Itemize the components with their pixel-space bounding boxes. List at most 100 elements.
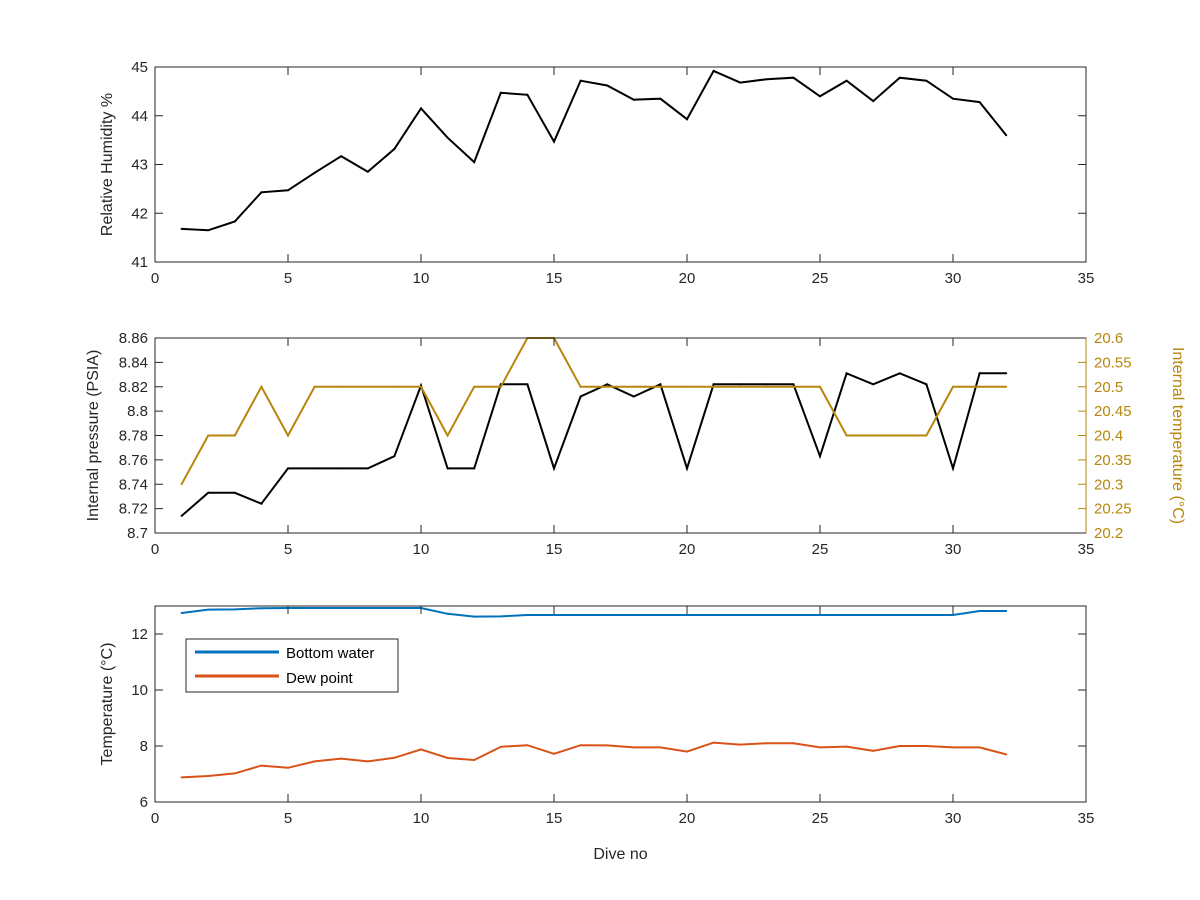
humidity-x-tick-label: 25: [812, 270, 829, 287]
humidity-series-0-point: [366, 170, 369, 173]
pressure-y2-tick-label: 20.5: [1094, 379, 1123, 396]
bottom-water-point: [393, 607, 396, 609]
pressure-x-tick-label: 30: [945, 541, 962, 558]
humidity-y-axis-label: Relative Humidity %: [99, 93, 116, 236]
humidity-series-0-line: [181, 69, 1007, 232]
pressure-series-0-point: [792, 383, 795, 386]
humidity-series-0-point: [632, 98, 635, 101]
bottom-water-line: [181, 607, 1007, 618]
dew-point-point: [606, 744, 609, 747]
humidity-series-0-point: [340, 155, 343, 158]
pressure-x-tick-label: 35: [1078, 541, 1095, 558]
pressure-series-0-point: [1005, 372, 1008, 375]
dew-point-point: [632, 746, 635, 749]
temperature-y-tick-label: 6: [140, 794, 148, 811]
bottom-water-point: [792, 614, 795, 616]
dew-point-point: [712, 741, 715, 744]
pressure-series-0-point: [872, 383, 875, 386]
pressure-series-1-point: [420, 385, 422, 388]
dew-point-point: [366, 760, 369, 763]
pressure-series-1-point: [659, 385, 662, 388]
pressure-y2-tick-label: 20.6: [1094, 330, 1123, 347]
pressure-y-tick-label: 8.8: [127, 403, 148, 420]
bottom-water-point: [952, 614, 954, 616]
bottom-water-point: [340, 607, 343, 609]
humidity-series-0-point: [260, 191, 263, 194]
pressure-series-0-point: [233, 491, 236, 494]
pressure-series-0-point: [978, 372, 981, 375]
pressure-series-1-point: [233, 434, 236, 437]
bottom-water-point: [526, 614, 529, 616]
pressure-series-1-point: [207, 434, 210, 437]
temperature-x-tick-label: 0: [151, 810, 159, 827]
pressure-series-0-point: [579, 395, 582, 398]
dew-point-point: [686, 750, 688, 753]
dew-point-point: [845, 745, 848, 748]
pressure-series-1-point: [180, 483, 183, 486]
humidity-series-0-point: [579, 79, 582, 82]
pressure-series-0-point: [898, 372, 901, 375]
dew-point-point: [952, 746, 954, 749]
dew-point-point: [872, 749, 875, 752]
humidity-series-0-point: [765, 78, 768, 81]
humidity-series-0-point: [792, 76, 795, 79]
dew-point-point: [659, 746, 662, 749]
humidity-series-0-point: [952, 97, 954, 100]
pressure-series-1-point: [366, 385, 369, 388]
pressure-series-0-point: [340, 467, 343, 470]
bottom-water-point: [845, 614, 848, 616]
pressure-series-1-point: [845, 434, 848, 437]
pressure-y-tick-label: 8.82: [119, 379, 148, 396]
pressure-series-0-point: [313, 467, 316, 470]
pressure-series-0-point: [526, 383, 529, 386]
humidity-y-tick-label: 44: [131, 108, 148, 125]
humidity-y-tick-label: 45: [131, 59, 148, 76]
bottom-water-point: [898, 614, 901, 616]
pressure-temperature-panel: 0 5 10 15 20 25 30 35 8.7 8.72 8.74 8.76 8.78 8.8 8.82…: [85, 330, 1186, 558]
temperature-plot-area: [155, 606, 1086, 802]
temperature-x-tick-label: 35: [1078, 810, 1095, 827]
dew-point-point: [393, 756, 396, 759]
humidity-x-tick-label: 30: [945, 270, 962, 287]
pressure-series-1-point: [313, 385, 316, 388]
humidity-series-0-point: [1005, 134, 1008, 137]
bottom-water-point: [180, 612, 183, 614]
humidity-series-0-point: [872, 100, 875, 103]
bottom-water-point: [233, 608, 236, 611]
legend: Bottom water Dew point: [185, 638, 399, 693]
pressure-y2-tick-label: 20.2: [1094, 525, 1123, 542]
pressure-x-tick-label: 20: [679, 541, 696, 558]
pressure-series-0-point: [366, 467, 369, 470]
pressure-y-tick-label: 8.78: [119, 428, 148, 445]
bottom-water-point: [659, 614, 662, 616]
pressure-series-1-point: [260, 385, 263, 388]
dew-point-point: [473, 759, 476, 761]
dew-point-point: [898, 745, 901, 747]
pressure-y-tick-label: 8.7: [127, 525, 148, 542]
bottom-water-point: [686, 614, 688, 616]
bottom-water-point: [872, 614, 875, 616]
pressure-series-0-point: [845, 372, 848, 375]
pressure-series-0-point: [207, 491, 210, 494]
bottom-water-point: [739, 614, 742, 616]
pressure-series-1-point: [632, 385, 635, 388]
temperature-y-tick-label: 12: [131, 626, 148, 643]
humidity-series-0-point: [659, 97, 662, 100]
humidity-series-0-point: [925, 79, 928, 82]
pressure-series-0-point: [659, 383, 662, 386]
dew-point-point: [499, 745, 502, 748]
dew-point-point: [446, 757, 449, 759]
pressure-series-0-point: [712, 383, 715, 386]
humidity-series-0-point: [739, 81, 742, 84]
bottom-water-point: [632, 614, 635, 616]
pressure-series-1-point: [473, 385, 476, 388]
humidity-series-0-point: [473, 161, 476, 164]
dew-point-point: [579, 744, 582, 747]
pressure-series-1-point: [340, 385, 343, 388]
humidity-series-0-point: [446, 136, 449, 139]
bottom-water-point: [765, 614, 768, 616]
humidity-series-0-point: [526, 93, 529, 96]
pressure-series-0-point: [819, 455, 821, 458]
temperature-x-tick-label: 15: [546, 810, 563, 827]
pressure-y2-tick-label: 20.25: [1094, 501, 1132, 518]
